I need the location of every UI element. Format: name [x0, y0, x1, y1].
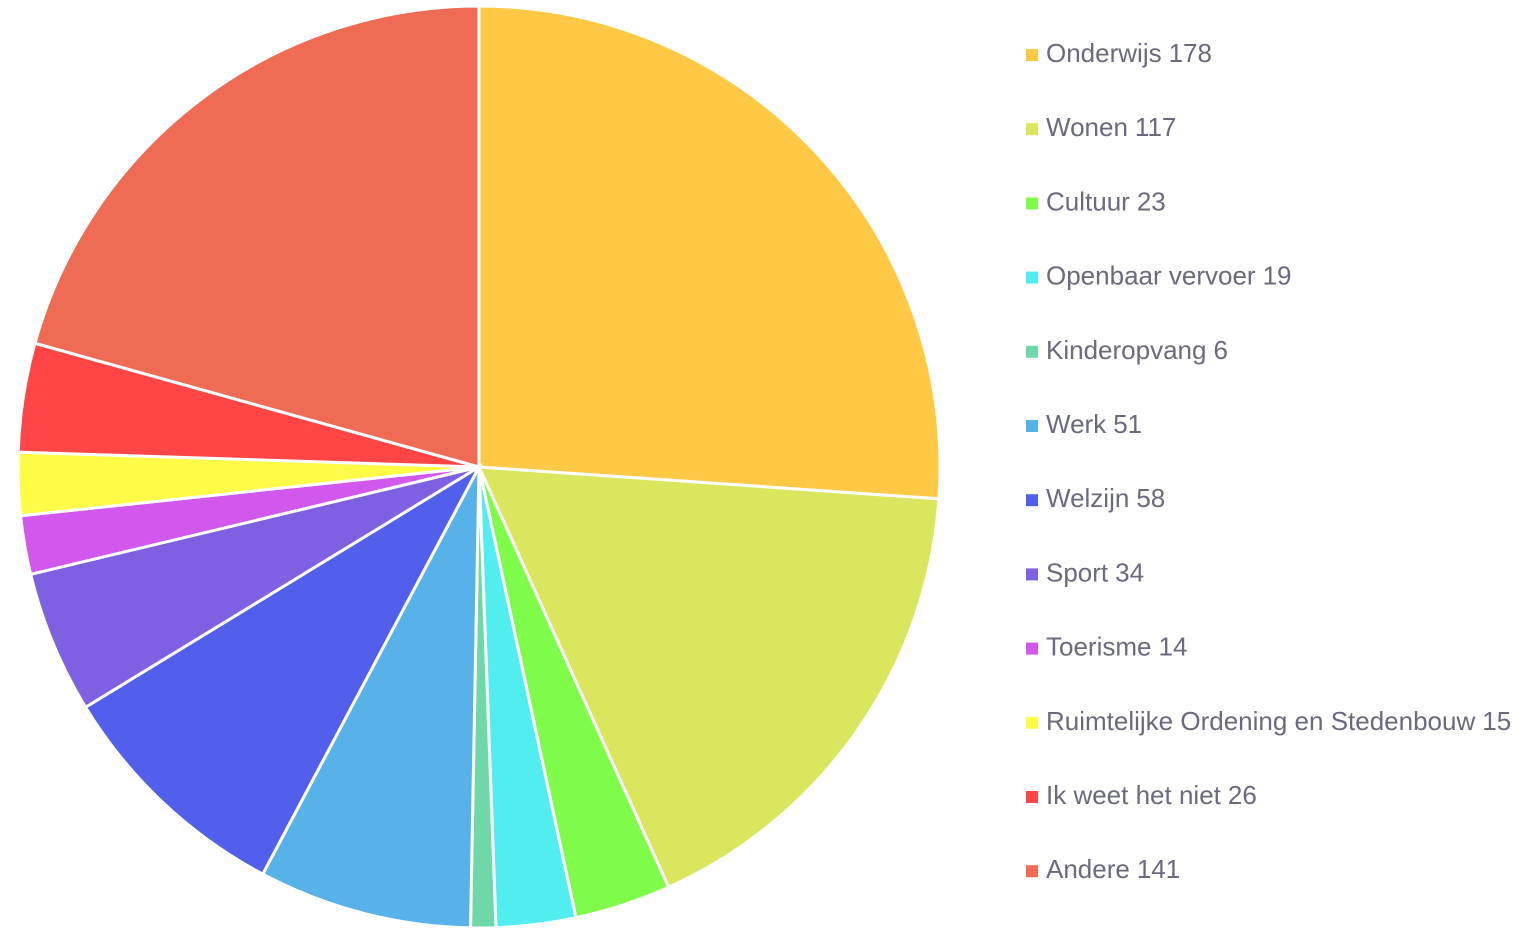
legend-name: Welzijn [1046, 483, 1129, 513]
legend-swatch [1026, 197, 1038, 210]
pie-slice [260, 466, 481, 928]
legend-swatch [1026, 123, 1038, 136]
legend-swatch [1026, 791, 1038, 803]
legend-value: 26 [1228, 780, 1257, 810]
legend-label: Toerisme 14 [1046, 631, 1187, 661]
legend-label: Sport 34 [1046, 557, 1144, 587]
legend-swatch [1026, 865, 1038, 878]
legend-swatch [1026, 420, 1038, 432]
legend-value: 117 [1135, 112, 1176, 142]
legend-label: Werk 51 [1046, 409, 1142, 439]
pie-slice [83, 462, 483, 877]
legend-label: Onderwijs 178 [1046, 38, 1212, 68]
legend-value: 141 [1137, 854, 1180, 884]
pie-slice [476, 465, 941, 890]
legend-swatch [1026, 345, 1038, 358]
legend-value: 51 [1113, 409, 1142, 439]
legend-label: Ik weet het niet 26 [1046, 780, 1257, 810]
legend-value: 14 [1158, 631, 1187, 661]
legend-label: Welzijn 58 [1046, 483, 1165, 513]
legend-name: Ik weet het niet [1046, 780, 1222, 810]
legend-label: Andere 141 [1046, 854, 1180, 884]
legend-name: Wonen [1046, 112, 1128, 142]
legend-value: 6 [1213, 335, 1227, 365]
legend-name: Toerisme [1046, 631, 1151, 661]
legend-swatch [1026, 716, 1038, 729]
legend-swatch [1026, 271, 1038, 284]
legend-label: Wonen 117 [1046, 112, 1176, 142]
legend-name: Sport [1046, 557, 1109, 587]
legend-name: Openbaar vervoer [1046, 260, 1256, 290]
legend-value: 58 [1136, 483, 1165, 513]
legend-name: Onderwijs [1046, 38, 1162, 68]
legend-value: 178 [1169, 38, 1212, 68]
legend-value: 34 [1115, 557, 1144, 587]
legend-name: Werk [1046, 409, 1107, 439]
pie-slice [28, 465, 480, 710]
legend-value: 15 [1482, 706, 1511, 736]
legend-value: 23 [1137, 186, 1166, 216]
legend-label: Kinderopvang 6 [1046, 335, 1228, 365]
pie-slice [33, 4, 481, 469]
legend-label: Cultuur 23 [1046, 186, 1166, 216]
legend-swatch [1026, 494, 1038, 507]
legend-label: Openbaar vervoer 19 [1046, 260, 1291, 290]
legend-name: Ruimtelijke Ordening en Stedenbouw [1046, 706, 1475, 736]
legend-label: Ruimtelijke Ordening en Stedenbouw 15 [1046, 706, 1511, 736]
legend-swatch [1026, 642, 1038, 655]
pie-slice [477, 4, 942, 501]
legend-name: Cultuur [1046, 186, 1130, 216]
legend-swatch [1026, 568, 1038, 581]
legend-swatch [1026, 49, 1038, 61]
legend-name: Kinderopvang [1046, 335, 1206, 365]
legend-name: Andere [1046, 854, 1130, 884]
legend-value: 19 [1263, 260, 1292, 290]
